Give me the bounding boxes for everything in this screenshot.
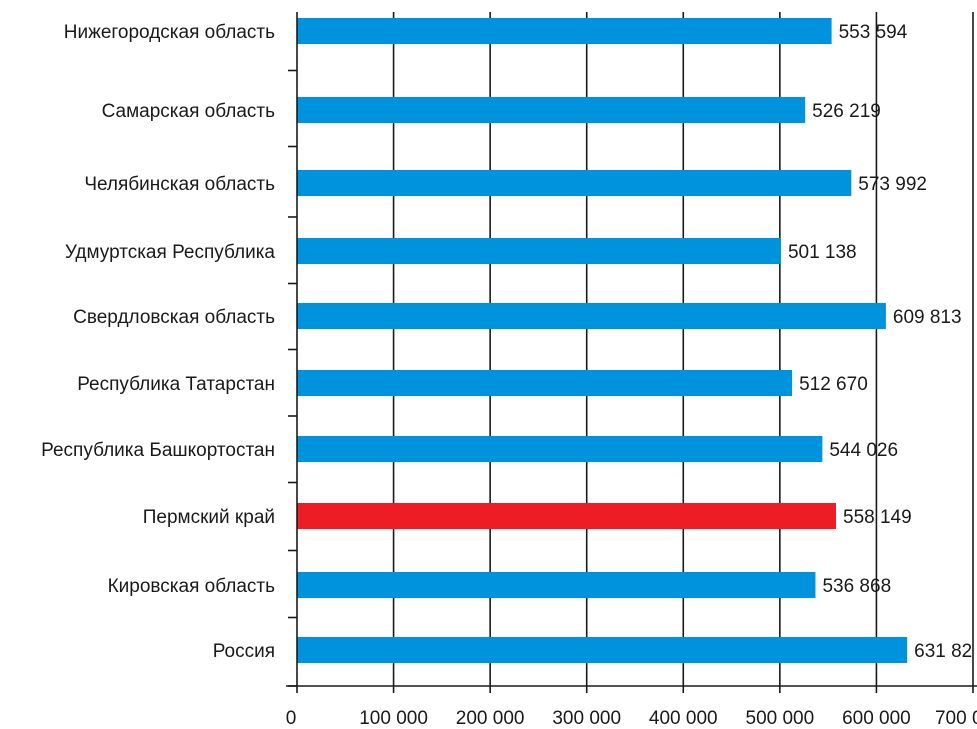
category-label: Пермский край	[143, 507, 275, 528]
bar	[297, 18, 832, 44]
bar	[297, 503, 837, 529]
value-label: 544 026	[829, 440, 898, 461]
category-label: Кировская область	[108, 576, 276, 597]
x-tick-label: 700 0	[935, 708, 977, 729]
bars	[297, 18, 908, 663]
grid-lines	[392, 12, 974, 686]
cropped-title-fragment	[8, 0, 968, 4]
category-label: Удмуртская Республика	[65, 242, 276, 263]
category-label: Россия	[213, 641, 275, 662]
x-tick-label: 600 000	[842, 708, 911, 729]
bar	[297, 637, 908, 663]
bar	[297, 572, 816, 598]
value-label: 573 992	[858, 174, 927, 195]
category-label: Республика Башкортостан	[41, 440, 275, 461]
value-label: 501 138	[788, 242, 857, 263]
x-tick-label: 100 000	[359, 708, 428, 729]
x-tick-label: 200 000	[456, 708, 525, 729]
bar	[297, 436, 823, 462]
value-label: 512 670	[799, 374, 868, 395]
value-label: 609 813	[893, 307, 962, 328]
x-tick-label: 0	[286, 708, 297, 729]
value-label: 553 594	[839, 22, 908, 43]
x-tick-label: 400 000	[649, 708, 718, 729]
x-tick-label: 500 000	[746, 708, 815, 729]
category-label: Свердловская область	[73, 307, 275, 328]
bar	[297, 370, 793, 396]
bar	[297, 303, 886, 329]
category-label: Челябинская область	[84, 174, 275, 195]
value-label: 536 868	[822, 576, 891, 597]
value-label: 558 149	[843, 507, 912, 528]
bar	[297, 170, 852, 196]
value-label: 526 219	[812, 101, 881, 122]
labels: Нижегородская область Самарская область Че…	[41, 22, 977, 729]
x-tick-label: 300 000	[552, 708, 621, 729]
bar	[297, 97, 806, 123]
category-label: Нижегородская область	[64, 22, 275, 43]
bar	[297, 238, 781, 264]
axes	[286, 12, 977, 693]
category-label: Самарская область	[102, 101, 276, 122]
value-label: 631 82	[914, 641, 972, 662]
category-label: Республика Татарстан	[77, 374, 275, 395]
